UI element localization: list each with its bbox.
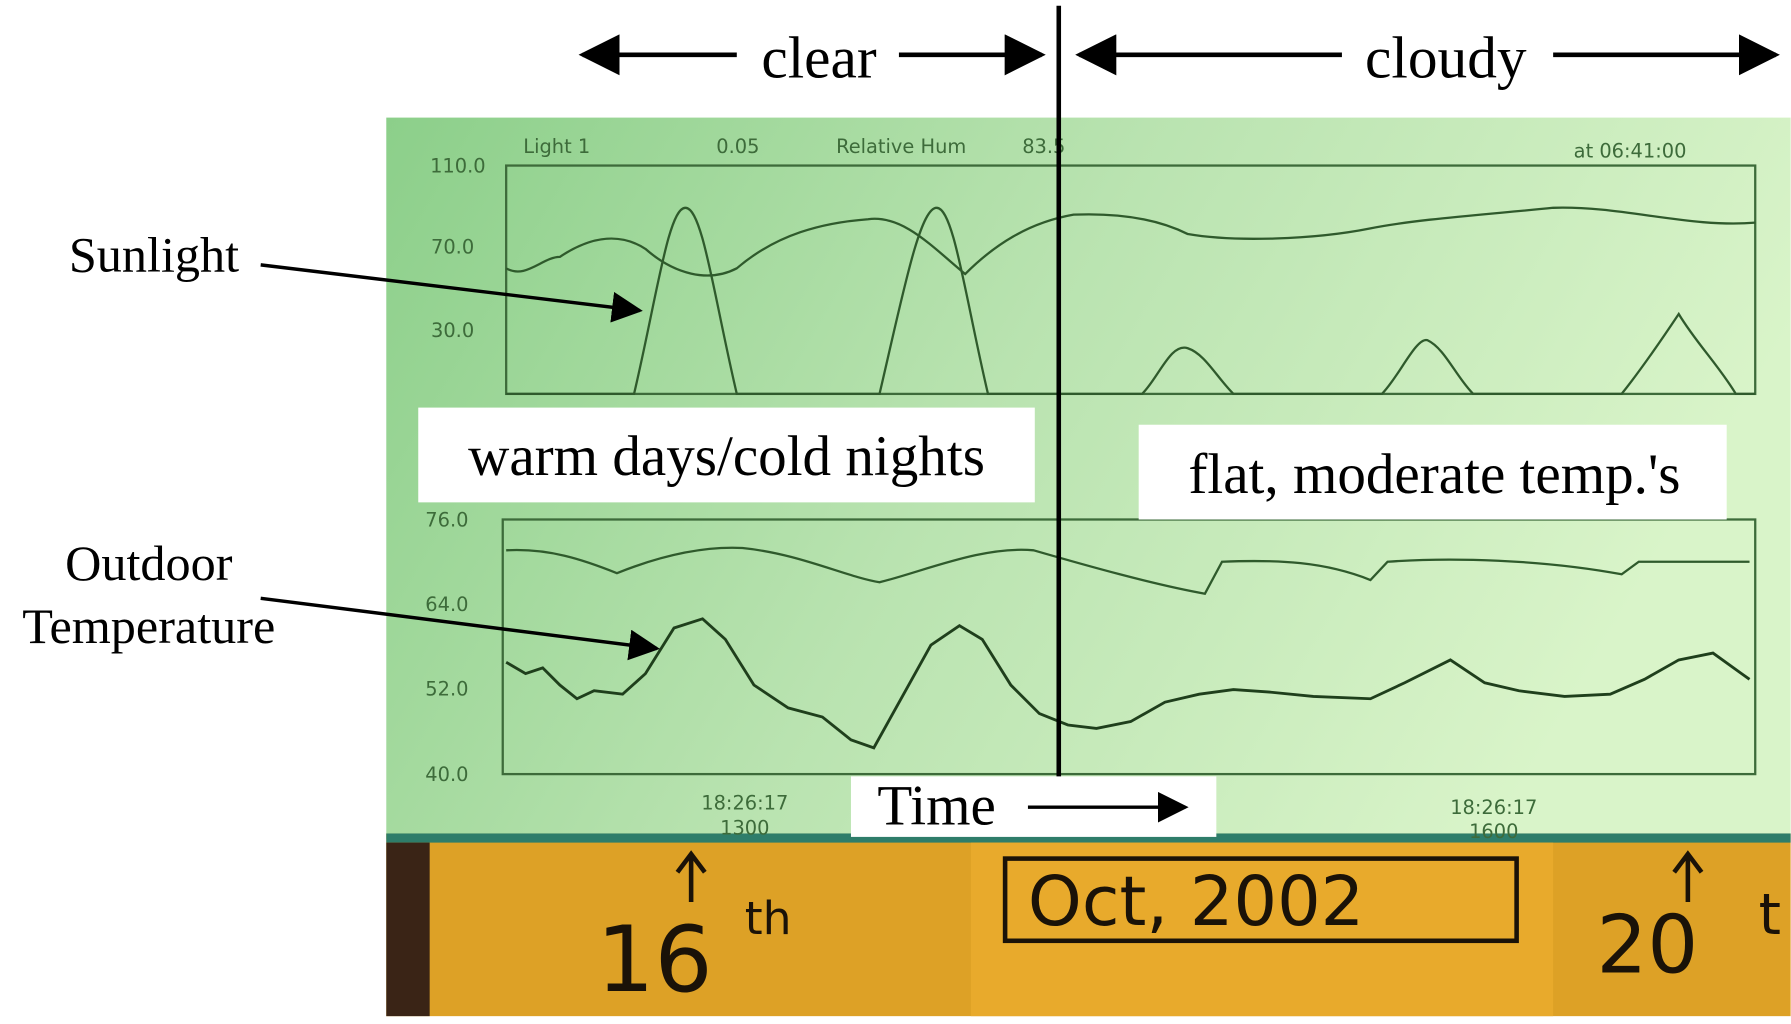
y-tick-label: 64.0 [425,593,468,616]
first-suffix: th [745,892,792,945]
strip-shadow [386,842,430,1017]
y-tick-label: 52.0 [425,677,468,700]
indoor-temp-trace [506,546,1750,595]
y-tick-label: 70.0 [431,235,474,258]
clear-label: clear [761,25,877,91]
outdoor-label: Outdoor [65,535,233,591]
warm-days-label: warm days/cold nights [468,425,985,488]
screen-edge [386,833,1791,843]
date: Oct, 2002 [1028,862,1364,942]
outdoor-label: Temperature [22,598,275,654]
flat-label: flat, moderate temp.'s [1188,443,1680,506]
header-value-2: 83.5 [1022,135,1065,158]
handwriting: 16 th Oct, 2002 20 t [596,850,1781,1013]
first-day: 16 [596,906,712,1013]
header-channel-2: Relative Hum [836,135,966,158]
date-box [1002,856,1519,944]
y-tick-label: 30.0 [431,319,474,342]
humidity-trace [505,206,1756,277]
header-channel: Light 1 [523,135,590,158]
y-tick-label: 40.0 [425,763,468,786]
sunlight-trace [506,206,1756,396]
label-box [1138,424,1727,520]
header-value: 0.05 [716,135,759,158]
label-box [418,407,1035,503]
header-time: at 06:41:00 [1574,140,1687,163]
outdoor-temp-trace [505,617,1751,750]
top-ticks: 110.0 70.0 30.0 [430,154,486,341]
bottom-frame [501,518,1757,776]
arrow-up [675,850,707,902]
arrow [260,596,660,661]
last-suffix: t [1759,882,1781,948]
sunlight-label: Sunlight [69,227,239,283]
x-day: 1600 [1469,820,1518,843]
time-label: Time [877,774,995,837]
last-day: 20 [1597,899,1699,992]
arrow-up [1672,850,1704,902]
cloudy-label: cloudy [1365,25,1527,91]
y-tick-label: 76.0 [425,508,468,531]
x-time: 18:26:17 [701,791,788,814]
x-day: 1300 [720,817,769,840]
arrow [260,263,643,323]
x-time: 18:26:17 [1450,796,1537,819]
label-patch [970,842,1554,1017]
y-tick-label: 110.0 [430,154,486,177]
x-labels: 18:26:17 1300 18:26:17 1600 [701,791,1537,843]
bottom-ticks: 76.0 64.0 52.0 40.0 [425,508,468,786]
